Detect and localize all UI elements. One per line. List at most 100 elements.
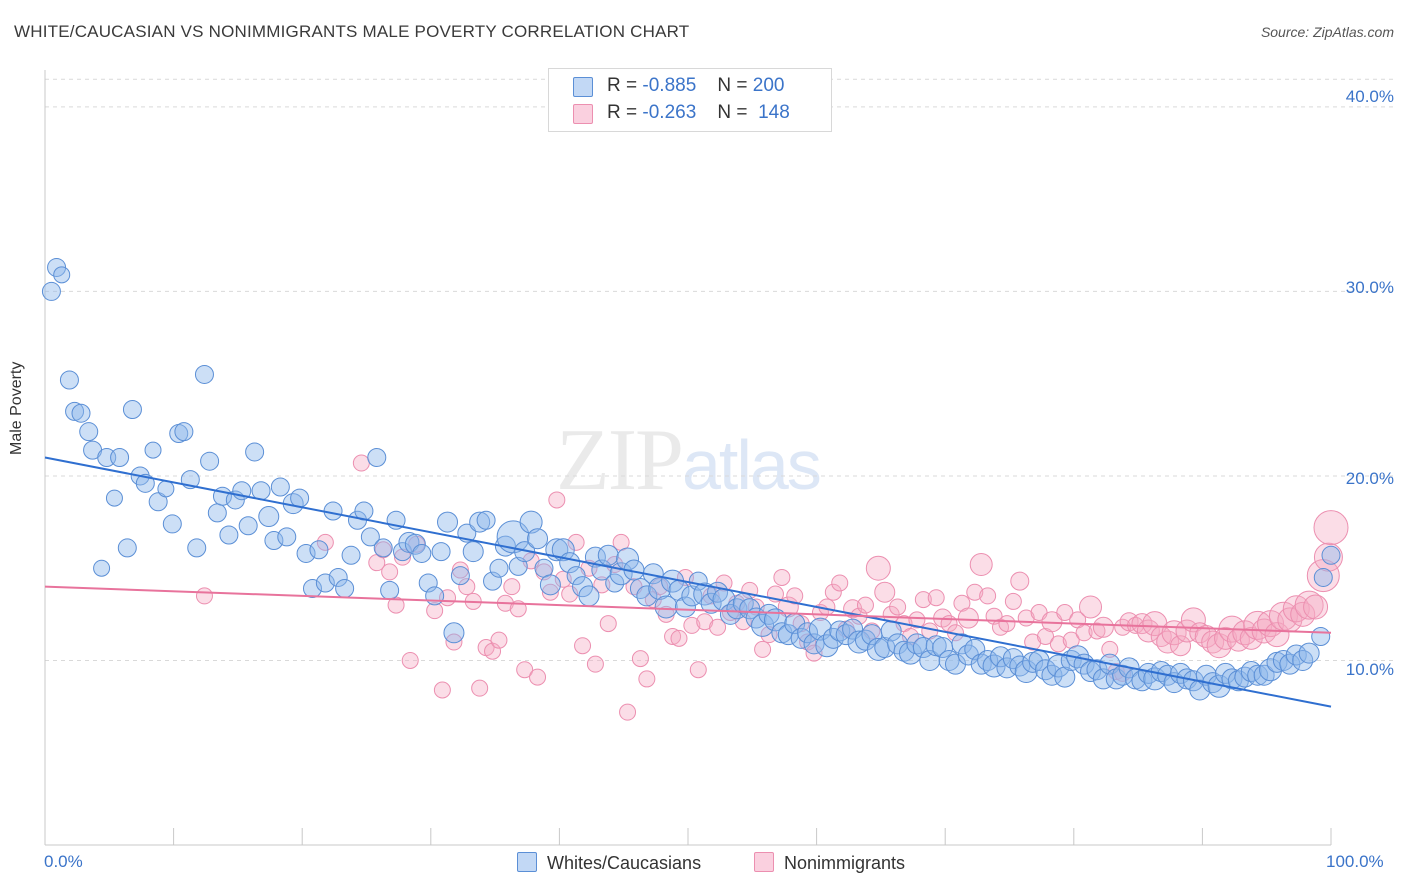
nonimmigrants-point [316,533,334,551]
nonimmigrants-point [381,563,399,581]
whites-point [751,613,775,637]
nonimmigrants-points [195,454,1349,721]
nonimmigrants-point [574,637,592,655]
whites-point [1247,664,1269,686]
whites-point [93,559,111,577]
legend-item-nonimmigrants[interactable]: Nonimmigrants [754,852,905,874]
nonimmigrants-point [709,618,727,636]
whites-point [674,596,696,618]
nonimmigrants-point [979,587,997,605]
whites-point [412,543,432,563]
nonimmigrants-point [747,598,765,616]
nonimmigrants-point [561,585,579,603]
nonimmigrants-point [831,574,849,592]
nonimmigrants-point [631,650,649,668]
whites-point [970,653,992,675]
nonimmigrants-point [689,661,707,679]
whites-point [519,510,543,534]
legend-item-whites[interactable]: Whites/Caucasians [517,852,701,874]
nonimmigrants-point [1092,616,1114,638]
nonimmigrants-point [567,533,585,551]
nonimmigrants-point [426,602,444,620]
nonimmigrants-point [1024,633,1042,651]
nonimmigrants-point [195,587,213,605]
nonimmigrants-point [1010,571,1030,591]
whites-point [763,608,787,632]
watermark: ZIPatlas [556,410,822,511]
nonimmigrants-point [805,644,823,662]
nonimmigrants-point [754,640,772,658]
nonimmigrants-point [1294,590,1324,620]
nonimmigrants-point [484,642,502,660]
whites-point [469,511,491,533]
whites-point [906,633,928,655]
whites-point [335,579,355,599]
nonimmigrants-point [927,589,945,607]
whites-trend-line [44,456,1332,708]
whites-point [258,506,280,528]
whites-point [110,448,130,467]
whites-point [551,538,575,562]
nonimmigrants-point [1214,626,1238,650]
watermark-zip: ZIP [556,412,684,509]
whites-point [654,595,678,619]
nonimmigrants-point [683,616,701,634]
n-value: 200 [752,75,785,96]
nonimmigrants-point [1037,627,1055,645]
nonimmigrants-point [490,631,508,649]
whites-point [323,501,343,521]
whites-point [566,566,586,586]
nonimmigrants-point [1114,618,1132,636]
nonimmigrants-point [1101,640,1119,658]
nonimmigrants-point [664,627,682,645]
y-tick-label: 20.0% [1345,469,1394,488]
whites-point [200,451,220,471]
whites-point [1311,626,1331,646]
whites-point [1054,666,1076,688]
trend-lines [44,456,1332,708]
nonimmigrants-point [1079,595,1103,619]
nonimmigrants-point [1170,635,1192,657]
whites-point [443,622,465,644]
y-axis-label: Male Poverty [8,361,25,455]
whites-point [144,441,162,459]
n-label: N = [717,102,748,123]
whites-point [238,516,258,536]
whites-point [496,520,530,554]
nonimmigrants-point [541,583,559,601]
whites-point [117,538,137,558]
whites-point [797,622,819,644]
whites-point [681,585,703,607]
whites-point [302,579,322,599]
nonimmigrants-point [1313,510,1349,546]
whites-point [1035,659,1057,681]
whites-point [315,573,335,593]
whites-point [437,511,459,533]
whites-point [207,503,227,523]
nonimmigrants-point [874,581,896,603]
blue-swatch [573,77,593,97]
whites-point [157,480,175,498]
nonimmigrants-point [914,591,932,609]
nonimmigrants-point [824,583,842,601]
y-tick-label: 40.0% [1345,87,1394,106]
whites-point [264,531,284,551]
watermark-atlas: atlas [682,426,822,504]
nonimmigrants-point [548,491,566,509]
whites-point [1046,654,1070,678]
whites-point [425,586,445,606]
whites-point [53,266,71,284]
whites-point [539,574,561,596]
nonimmigrants-point [856,596,874,614]
whites-point [135,473,155,493]
whites-point [636,585,658,607]
nonimmigrants-point [1180,607,1206,633]
whites-point [1240,661,1262,683]
whites-point [404,533,426,555]
nonimmigrants-point [670,629,688,647]
whites-point [59,370,79,390]
nonimmigrants-point [966,583,984,601]
nonimmigrants-point [1049,635,1067,653]
whites-point [790,627,812,649]
